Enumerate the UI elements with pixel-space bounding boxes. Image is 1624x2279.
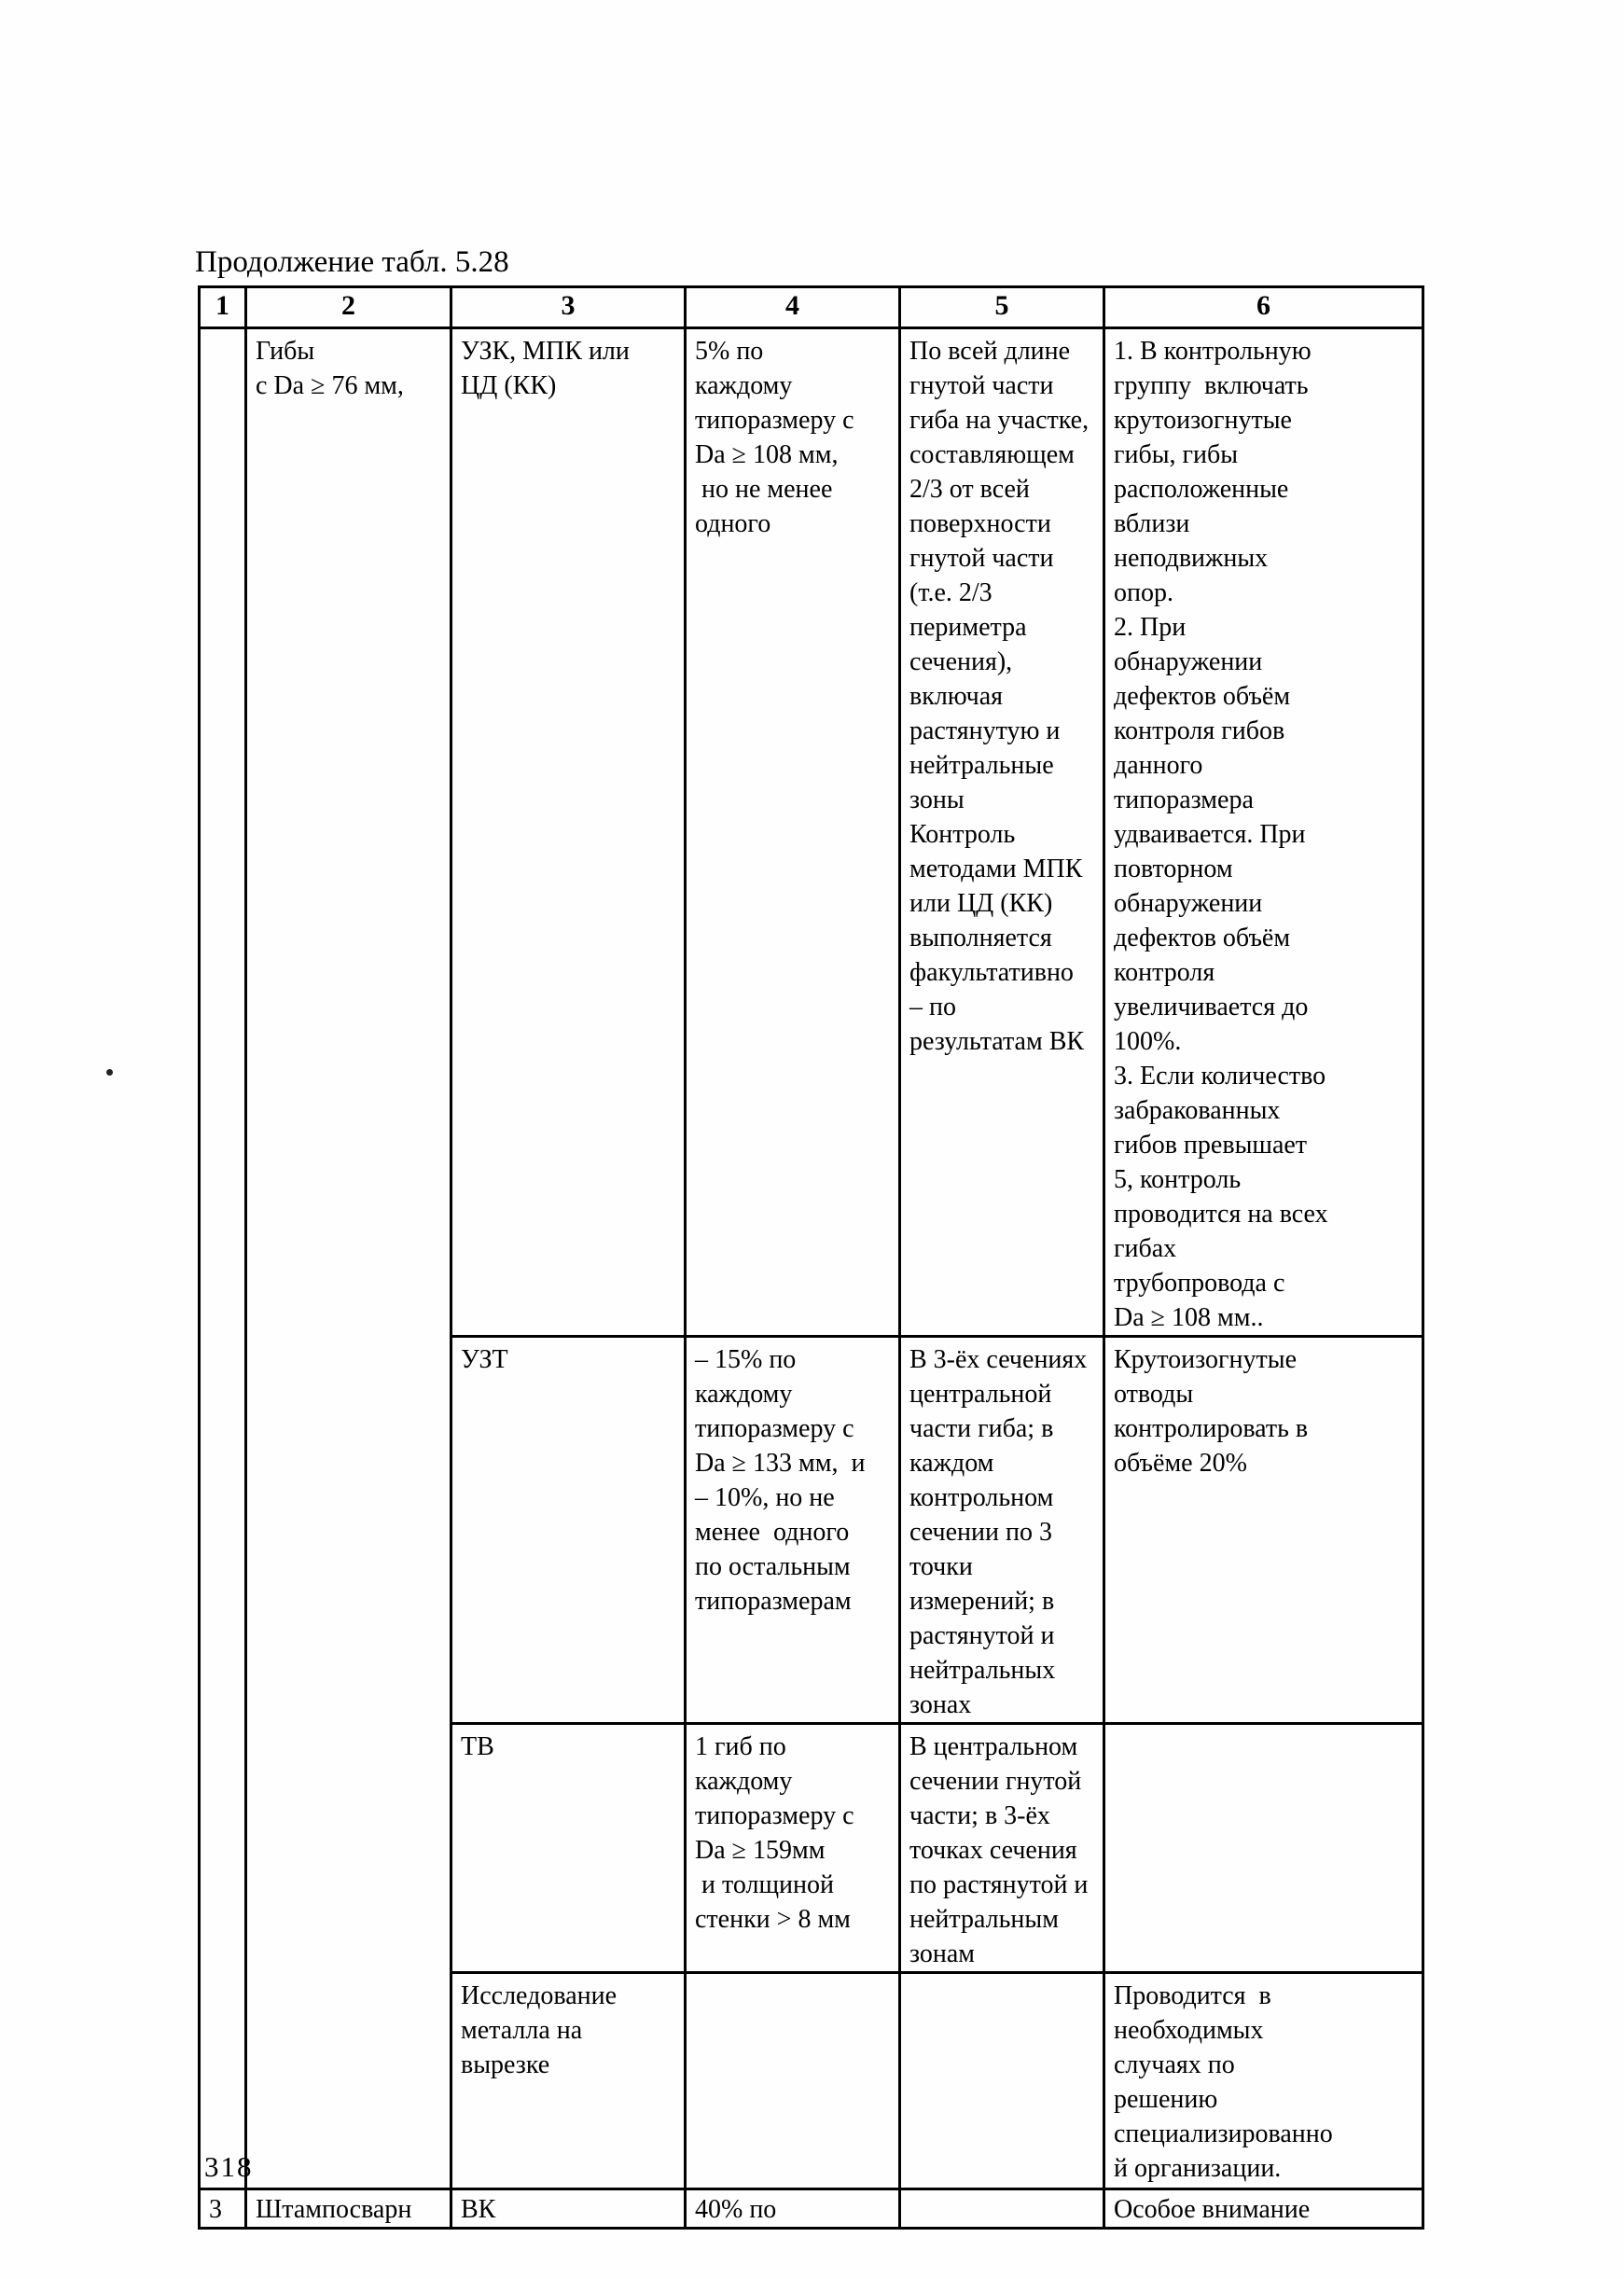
cell-r1-c5: По всей длине гнутой части гиба на участ… (898, 327, 1105, 1338)
cell-r2-c4: – 15% по каждому типоразмеру с Da ≥ 133 … (684, 1335, 901, 1725)
header-col-1: 1 (198, 285, 247, 329)
table-row: Гибы с Da ≥ 76 мм, УЗК, МПК или ЦД (КК) … (198, 327, 1424, 2190)
cell-r5-c2: Штампосварн (244, 2188, 452, 2230)
table-row: Исследование металла на вырезке Проводит… (200, 1971, 1424, 2190)
cell-r5-c4: 40% по (684, 2188, 901, 2230)
cell-r1-c3: УЗК, МПК или ЦД (КК) (450, 327, 687, 1338)
cell-r5-c3: ВК (450, 2188, 687, 2230)
cell-r2-c3: УЗТ (450, 1335, 687, 1725)
cell-r5-c6: Особое внимание (1103, 2188, 1424, 2230)
cell-r5-c1: 3 (198, 2188, 247, 2230)
cell-r4-c4 (684, 1971, 901, 2190)
table-continuation-title: Продолжение табл. 5.28 (195, 245, 509, 279)
table-row: ТВ 1 гиб по каждому типоразмеру с Da ≥ 1… (200, 1722, 1424, 1974)
cell-r4-c3: Исследование металла на вырезке (450, 1971, 687, 2190)
header-col-6: 6 (1103, 285, 1424, 329)
inspection-control-table: 1 2 3 4 5 6 Гибы с Da ≥ 76 мм, УЗК, МПК … (198, 285, 1424, 2230)
cell-r5-c5 (898, 2188, 1105, 2230)
page-number: 318 (204, 2150, 254, 2183)
cell-r2-c5: В 3-ёх сечениях центральной части гиба; … (898, 1335, 1105, 1725)
cell-r2-c6: Крутоизогнутые отводы контролировать в о… (1103, 1335, 1424, 1725)
cell-r1-c2: Гибы с Da ≥ 76 мм, (244, 327, 452, 2190)
scan-artifact-dot (106, 1069, 113, 1076)
table-row: 3 Штампосварн ВК 40% по Особое внимание (198, 2188, 1424, 2230)
cell-r3-c3: ТВ (450, 1722, 687, 1974)
cell-r3-c6 (1103, 1722, 1424, 1974)
table-header-row: 1 2 3 4 5 6 (198, 285, 1424, 329)
table-row: УЗТ – 15% по каждому типоразмеру с Da ≥ … (200, 1335, 1424, 1725)
cell-r4-c5 (898, 1971, 1105, 2190)
cell-r1-c4: 5% по каждому типоразмеру с Da ≥ 108 мм,… (684, 327, 901, 1338)
cell-r1-c6: 1. В контрольную группу включать крутоиз… (1103, 327, 1424, 1338)
header-col-4: 4 (684, 285, 901, 329)
header-col-2: 2 (244, 285, 452, 329)
cell-r1-c1 (198, 327, 247, 2190)
header-col-5: 5 (898, 285, 1105, 329)
cell-r3-c5: В центральном сечении гнутой части; в 3-… (898, 1722, 1105, 1974)
cell-r4-c6: Проводится в необходимых случаях по реше… (1103, 1971, 1424, 2190)
header-col-3: 3 (450, 285, 687, 329)
cell-r3-c4: 1 гиб по каждому типоразмеру с Da ≥ 159м… (684, 1722, 901, 1974)
